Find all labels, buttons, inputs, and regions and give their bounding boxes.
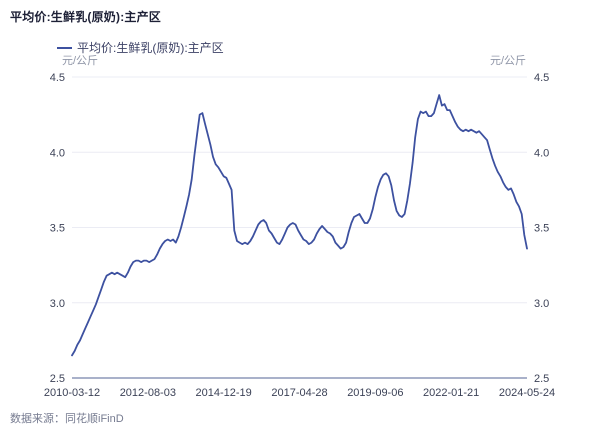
- y-axis-tick-label-right: 4.5: [534, 72, 549, 84]
- y-axis-tick-label-left: 2.5: [50, 373, 65, 385]
- y-axis-tick-label-left: 3.0: [50, 298, 65, 310]
- y-axis-tick-label-right: 4.0: [534, 147, 549, 159]
- y-axis-unit-right: 元/公斤: [490, 55, 527, 67]
- x-axis-tick-label: 2010-03-12: [44, 387, 100, 399]
- x-axis-tick-label: 2014-12-19: [196, 387, 252, 399]
- y-axis-tick-label-right: 3.5: [534, 223, 549, 235]
- legend-line-swatch-icon: [57, 46, 72, 49]
- x-axis-tick-label: 2024-05-24: [499, 387, 555, 399]
- y-axis-tick-label-right: 2.5: [534, 373, 549, 385]
- x-axis-tick-label: 2017-04-28: [271, 387, 327, 399]
- legend-series-label: 平均价:生鲜乳(原奶):主产区: [77, 41, 224, 55]
- x-axis-tick-label: 2022-01-21: [423, 387, 479, 399]
- legend: 平均价:生鲜乳(原奶):主产区: [57, 39, 224, 56]
- data-source-label: 数据来源：同花顺iFinD: [10, 413, 124, 425]
- x-axis-tick-label: 2012-08-03: [120, 387, 176, 399]
- y-axis-tick-label-left: 4.5: [50, 72, 65, 84]
- price-line-series: [71, 94, 528, 357]
- y-axis-tick-label-left: 4.0: [50, 147, 65, 159]
- y-axis-unit-left: 元/公斤: [62, 55, 99, 67]
- y-axis-tick-label-left: 3.5: [50, 223, 65, 235]
- x-axis-tick-label: 2019-09-06: [347, 387, 403, 399]
- y-axis-tick-label-right: 3.0: [534, 298, 549, 310]
- chart-title: 平均价:生鲜乳(原奶):主产区: [10, 10, 161, 24]
